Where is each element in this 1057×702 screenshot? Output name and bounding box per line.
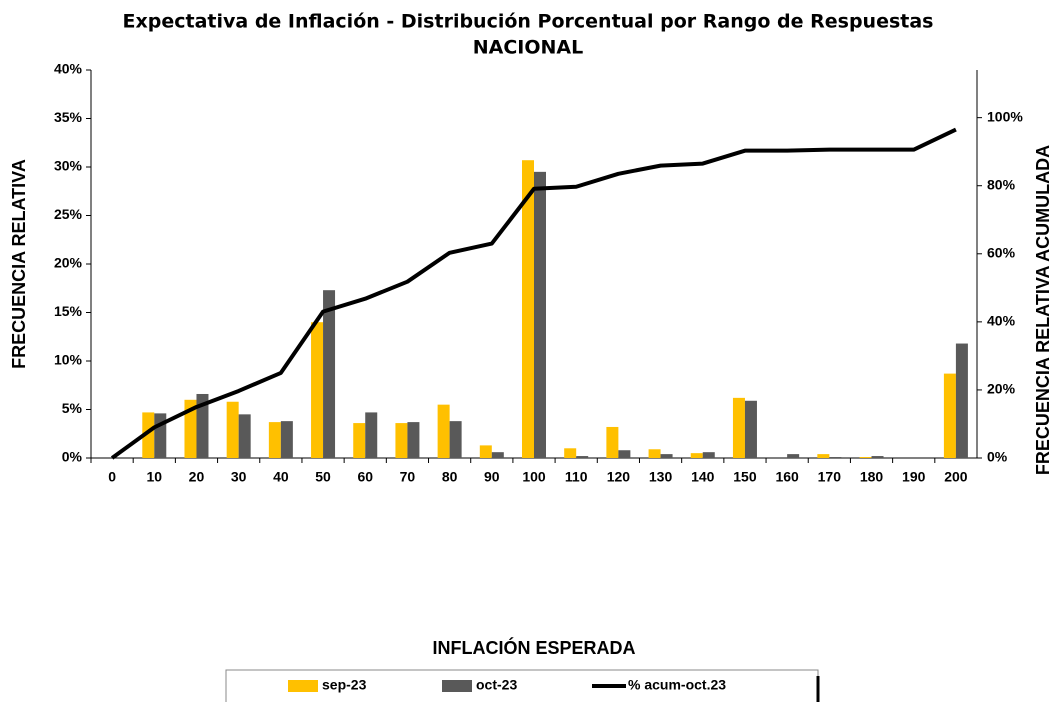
x-tick-label: 200: [944, 469, 968, 485]
x-tick-label: 170: [818, 469, 842, 485]
x-tick-label: 60: [357, 469, 373, 485]
bar: [407, 422, 420, 458]
y-tick-label: 0%: [62, 449, 83, 465]
bar: [226, 401, 239, 458]
bar: [732, 397, 745, 458]
y-tick-label: 10%: [54, 352, 83, 368]
bar: [437, 404, 450, 458]
x-tick-label: 180: [860, 469, 884, 485]
bar: [943, 373, 956, 458]
x-tick-label: 70: [400, 469, 416, 485]
y2-tick-label: 20%: [987, 381, 1016, 397]
bar: [817, 454, 830, 458]
x-tick-label: 140: [691, 469, 715, 485]
x-tick-label: 80: [442, 469, 458, 485]
bar: [871, 456, 884, 458]
y-tick-label: 20%: [54, 255, 83, 271]
bar: [955, 343, 968, 458]
bar: [268, 422, 281, 458]
x-tick-label: 50: [315, 469, 331, 485]
bar: [564, 448, 577, 458]
bar: [859, 457, 872, 458]
x-tick-label: 100: [522, 469, 546, 485]
x-tick-label: 130: [649, 469, 673, 485]
bar: [154, 413, 167, 458]
bar: [395, 423, 408, 458]
legend-swatch: [442, 680, 472, 692]
line: [110, 127, 957, 460]
x-tick-label: 90: [484, 469, 500, 485]
y2-tick-label: 100%: [987, 108, 1023, 124]
bar: [787, 454, 800, 458]
legend-swatch: [288, 680, 318, 692]
y2-tick-label: 60%: [987, 244, 1016, 260]
x-axis-label: INFLACIÓN ESPERADA: [432, 637, 635, 658]
bar: [142, 412, 155, 458]
y-tick-label: 40%: [54, 61, 83, 77]
bar: [353, 423, 366, 458]
x-tick-label: 160: [775, 469, 799, 485]
y2-tick-label: 0%: [987, 449, 1008, 465]
bar: [491, 452, 504, 458]
bar: [184, 399, 197, 458]
y2-tick-label: 80%: [987, 176, 1016, 192]
bar: [449, 421, 462, 458]
legend-label: oct-23: [476, 677, 517, 693]
x-tick-label: 150: [733, 469, 757, 485]
y-axis-label: FRECUENCIA RELATIVA: [9, 159, 29, 369]
bar: [534, 171, 546, 458]
bar: [311, 322, 324, 458]
y2-axis-label: FRECUENCIA RELATIVA ACUMULADA: [1033, 145, 1053, 475]
bar: [280, 421, 293, 458]
chart-subtitle: NACIONAL: [473, 37, 583, 59]
x-tick-label: 110: [565, 469, 588, 485]
x-tick-label: 20: [189, 469, 205, 485]
x-tick-label: 120: [607, 469, 631, 485]
bar: [618, 450, 631, 458]
bar: [702, 452, 715, 458]
x-tick-label: 10: [146, 469, 162, 485]
bar: [196, 393, 209, 458]
y-tick-label: 25%: [54, 206, 83, 222]
bar: [660, 454, 673, 458]
x-tick-label: 0: [108, 469, 116, 485]
y-tick-label: 30%: [54, 158, 83, 174]
x-tick-label: 40: [273, 469, 289, 485]
bar: [479, 445, 492, 458]
bar: [365, 412, 378, 458]
chart-title: Expectativa de Inflación - Distribución …: [123, 11, 934, 33]
bar: [576, 456, 589, 458]
bar: [522, 160, 534, 458]
legend-label: % acum-oct.23: [628, 677, 726, 693]
bar: [744, 400, 757, 458]
bar: [606, 426, 619, 458]
bar: [690, 453, 703, 458]
bar: [829, 457, 842, 458]
legend-label: sep-23: [322, 677, 367, 693]
y2-tick-label: 40%: [987, 313, 1016, 329]
x-tick-label: 190: [902, 469, 926, 485]
bar: [323, 290, 336, 458]
bar: [648, 449, 661, 458]
y-tick-label: 35%: [54, 109, 83, 125]
y-tick-label: 5%: [62, 400, 83, 416]
y-tick-label: 15%: [54, 303, 83, 319]
x-tick-label: 30: [231, 469, 247, 485]
bar: [238, 414, 251, 458]
